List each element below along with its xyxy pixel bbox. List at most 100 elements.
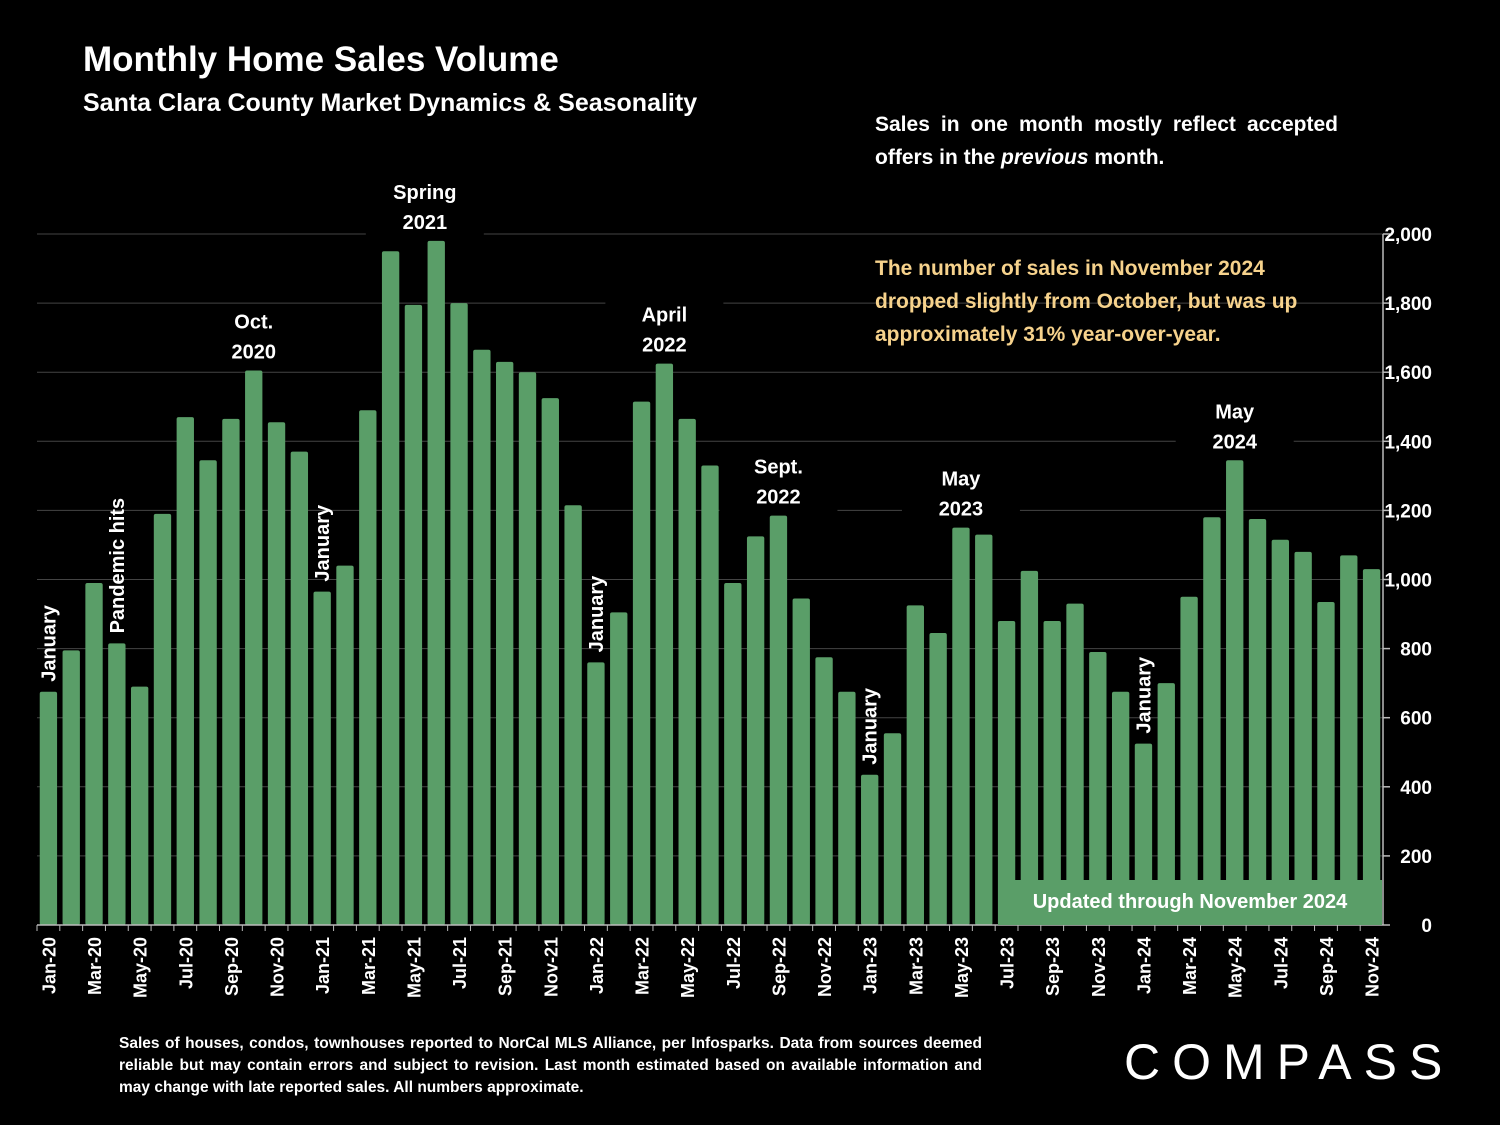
bar-Jul-24 [1271, 539, 1290, 925]
bar-Sep-21 [496, 361, 514, 926]
x-tick-label: Mar-20 [85, 937, 105, 995]
x-tick-label: May-24 [1226, 937, 1246, 998]
bar-Aug-23 [1020, 570, 1039, 925]
bar-Apr-20 [108, 643, 126, 925]
annotation-label: April [642, 305, 688, 327]
bar-Aug-20 [199, 460, 217, 925]
bar-Jun-23 [975, 534, 993, 925]
y-tick-label: 1,200 [1384, 501, 1432, 522]
x-tick-label: Nov-23 [1089, 937, 1109, 997]
bar-Sep-20 [222, 418, 240, 925]
x-tick-label: Jul-23 [998, 937, 1018, 989]
bar-Jul-23 [997, 620, 1016, 925]
annotation-backdrop [194, 304, 313, 367]
x-tick-label: Sep-24 [1317, 937, 1337, 996]
y-tick-label: 400 [1400, 778, 1432, 799]
y-tick-label: 0 [1421, 916, 1432, 937]
bar-Nov-21 [541, 398, 559, 925]
x-tick-label: Nov-22 [815, 937, 835, 997]
bar-Oct-22 [792, 598, 810, 925]
bar-Sep-23 [1043, 620, 1061, 925]
bar-Apr-22 [655, 363, 674, 925]
bar-Apr-24 [1203, 517, 1221, 925]
bar-Jun-22 [701, 465, 719, 925]
annotation-backdrop [1175, 394, 1294, 457]
x-tick-label: Mar-23 [906, 937, 926, 995]
chart-subtitle: Santa Clara County Market Dynamics & Sea… [83, 89, 698, 117]
y-tick-label: 200 [1400, 847, 1432, 868]
bar-Sep-24 [1317, 601, 1335, 925]
x-tick-label: Jul-22 [724, 937, 744, 989]
bar-Apr-23 [929, 633, 947, 925]
bar-Oct-23 [1066, 603, 1084, 925]
bar-Feb-22 [610, 612, 628, 925]
note-text-start: Sales in one month mostly reflect accept… [875, 113, 1338, 169]
annotation-label: January [312, 504, 334, 582]
annotation-label: January [860, 687, 882, 765]
bar-May-24 [1226, 460, 1244, 925]
annotation-label: May [941, 469, 981, 491]
bar-Dec-23 [1111, 691, 1130, 925]
axes: 0 200 400 600 800 1,000 1,200 1,400 1,600 1,800 2,… [36, 225, 1432, 998]
bar-Jul-21 [450, 303, 468, 926]
x-tick-label: Jan-23 [861, 937, 881, 994]
bar-Oct-21 [518, 372, 537, 925]
bar-Jul-22 [724, 582, 742, 925]
compass-logo: COMPASS [1124, 1034, 1455, 1090]
x-tick-label: Jan-21 [313, 937, 333, 994]
x-tick-label: Nov-24 [1363, 937, 1383, 997]
bar-Feb-23 [883, 733, 902, 925]
annotation-label: Spring [393, 182, 456, 204]
bar-Jun-24 [1248, 519, 1267, 925]
bar-Aug-22 [746, 536, 765, 925]
bar-Jun-21 [427, 240, 445, 925]
bar-Aug-24 [1294, 551, 1312, 925]
bar-May-23 [952, 527, 970, 925]
x-tick-label: Mar-22 [633, 937, 653, 995]
bar-Jan-24 [1134, 743, 1153, 925]
x-tick-label: Mar-24 [1180, 937, 1200, 995]
bar-Jan-21 [313, 591, 331, 925]
x-tick-label: Jan-24 [1134, 937, 1154, 994]
update-badge: Updated through November 2024 [998, 880, 1382, 925]
chart-title: Monthly Home Sales Volume [83, 40, 559, 79]
annotation-label: 2021 [403, 212, 448, 234]
x-tick-label: May-22 [678, 937, 698, 998]
x-tick-label: Sep-20 [222, 937, 242, 996]
bar-May-21 [404, 304, 423, 925]
annotation-label: Sept. [754, 457, 803, 479]
annotation-label: January [38, 604, 60, 682]
note-text-end: month. [1088, 146, 1165, 169]
annotation-label: 2024 [1212, 431, 1257, 453]
seasonality-note: Sales in one month mostly reflect accept… [875, 108, 1338, 174]
x-tick-label: Sep-23 [1043, 937, 1063, 996]
annotation-backdrop [719, 449, 838, 512]
bar-Dec-21 [564, 505, 582, 925]
x-tick-label: Nov-20 [268, 937, 288, 997]
update-badge-label: Updated through November 2024 [1032, 891, 1348, 913]
annotation-label: Pandemic hits [107, 498, 129, 634]
annotation-label: 2022 [756, 487, 801, 509]
bar-May-20 [130, 686, 149, 925]
bar-Mar-21 [359, 410, 377, 926]
y-tick-label: 600 [1400, 709, 1432, 730]
bar-Jul-20 [176, 417, 194, 925]
y-tick-label: 1,800 [1384, 294, 1432, 315]
source-footnote: Sales of houses, condos, townhouses repo… [119, 1035, 982, 1096]
annotation-backdrop [901, 461, 1020, 524]
annotation-label: 2022 [642, 335, 687, 357]
bar-Nov-20 [267, 422, 286, 925]
bar-Feb-24 [1157, 683, 1175, 925]
annotation-backdrop [605, 297, 724, 360]
highlight-note: The number of sales in November 2024 dro… [875, 257, 1298, 346]
bar-Jan-20 [39, 691, 58, 925]
bar-Dec-20 [290, 451, 309, 925]
bar-Feb-21 [336, 565, 354, 925]
annotation-label: 2020 [231, 341, 276, 363]
bar-Mar-20 [85, 582, 103, 925]
y-tick-label: 1,000 [1384, 571, 1432, 592]
annotation-label: January [1133, 656, 1155, 734]
y-tick-label: 1,400 [1384, 432, 1432, 453]
bar-Apr-21 [381, 251, 400, 925]
annotations: January Pandemic hits Oct. 2020 January Sprin… [38, 174, 1294, 765]
